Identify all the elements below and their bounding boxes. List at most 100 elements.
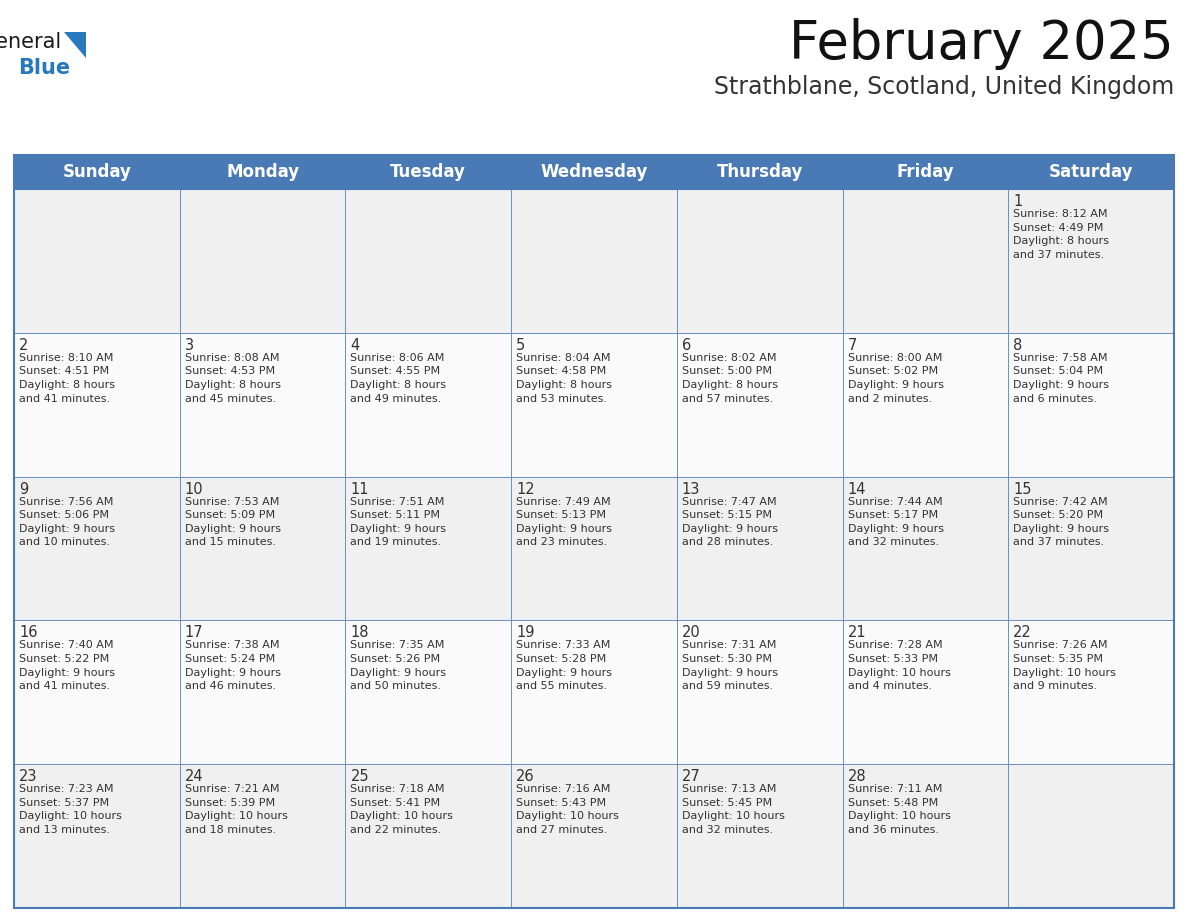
Text: 3: 3 <box>184 338 194 353</box>
Bar <box>179 621 346 764</box>
Bar <box>511 333 677 476</box>
Text: Sunrise: 7:13 AM
Sunset: 5:45 PM
Daylight: 10 hours
and 32 minutes.: Sunrise: 7:13 AM Sunset: 5:45 PM Dayligh… <box>682 784 785 835</box>
Text: Sunrise: 7:53 AM
Sunset: 5:09 PM
Daylight: 9 hours
and 15 minutes.: Sunrise: 7:53 AM Sunset: 5:09 PM Dayligh… <box>184 497 280 547</box>
Text: Sunrise: 7:38 AM
Sunset: 5:24 PM
Daylight: 9 hours
and 46 minutes.: Sunrise: 7:38 AM Sunset: 5:24 PM Dayligh… <box>184 641 280 691</box>
Bar <box>14 189 179 333</box>
Text: 5: 5 <box>516 338 525 353</box>
Bar <box>14 476 179 621</box>
Text: Sunrise: 7:21 AM
Sunset: 5:39 PM
Daylight: 10 hours
and 18 minutes.: Sunrise: 7:21 AM Sunset: 5:39 PM Dayligh… <box>184 784 287 835</box>
Text: Sunrise: 7:11 AM
Sunset: 5:48 PM
Daylight: 10 hours
and 36 minutes.: Sunrise: 7:11 AM Sunset: 5:48 PM Dayligh… <box>847 784 950 835</box>
Text: Sunrise: 7:23 AM
Sunset: 5:37 PM
Daylight: 10 hours
and 13 minutes.: Sunrise: 7:23 AM Sunset: 5:37 PM Dayligh… <box>19 784 122 835</box>
Text: 24: 24 <box>184 769 203 784</box>
Text: 15: 15 <box>1013 482 1032 497</box>
Text: Sunrise: 8:02 AM
Sunset: 5:00 PM
Daylight: 8 hours
and 57 minutes.: Sunrise: 8:02 AM Sunset: 5:00 PM Dayligh… <box>682 353 778 404</box>
Text: Sunrise: 7:28 AM
Sunset: 5:33 PM
Daylight: 10 hours
and 4 minutes.: Sunrise: 7:28 AM Sunset: 5:33 PM Dayligh… <box>847 641 950 691</box>
Bar <box>14 155 1174 908</box>
Text: 21: 21 <box>847 625 866 641</box>
Text: 13: 13 <box>682 482 700 497</box>
Text: 28: 28 <box>847 769 866 784</box>
Text: 22: 22 <box>1013 625 1032 641</box>
Text: 26: 26 <box>516 769 535 784</box>
Text: Strathblane, Scotland, United Kingdom: Strathblane, Scotland, United Kingdom <box>714 75 1174 99</box>
Bar <box>1009 333 1174 476</box>
Text: 11: 11 <box>350 482 369 497</box>
Text: Sunrise: 7:56 AM
Sunset: 5:06 PM
Daylight: 9 hours
and 10 minutes.: Sunrise: 7:56 AM Sunset: 5:06 PM Dayligh… <box>19 497 115 547</box>
Text: 27: 27 <box>682 769 701 784</box>
Text: 4: 4 <box>350 338 360 353</box>
Bar <box>842 476 1009 621</box>
Bar <box>14 155 1174 189</box>
Bar <box>842 621 1009 764</box>
Text: Sunday: Sunday <box>63 163 132 181</box>
Bar <box>511 476 677 621</box>
Bar <box>1009 189 1174 333</box>
Text: General: General <box>0 32 62 52</box>
Bar <box>842 764 1009 908</box>
Text: 20: 20 <box>682 625 701 641</box>
Text: Saturday: Saturday <box>1049 163 1133 181</box>
Text: Sunrise: 8:08 AM
Sunset: 4:53 PM
Daylight: 8 hours
and 45 minutes.: Sunrise: 8:08 AM Sunset: 4:53 PM Dayligh… <box>184 353 280 404</box>
Text: Sunrise: 8:12 AM
Sunset: 4:49 PM
Daylight: 8 hours
and 37 minutes.: Sunrise: 8:12 AM Sunset: 4:49 PM Dayligh… <box>1013 209 1110 260</box>
Text: Sunrise: 8:06 AM
Sunset: 4:55 PM
Daylight: 8 hours
and 49 minutes.: Sunrise: 8:06 AM Sunset: 4:55 PM Dayligh… <box>350 353 447 404</box>
Text: Sunrise: 8:04 AM
Sunset: 4:58 PM
Daylight: 8 hours
and 53 minutes.: Sunrise: 8:04 AM Sunset: 4:58 PM Dayligh… <box>516 353 612 404</box>
Bar <box>346 333 511 476</box>
Polygon shape <box>64 32 86 58</box>
Bar <box>677 621 842 764</box>
Bar <box>1009 476 1174 621</box>
Text: 25: 25 <box>350 769 369 784</box>
Text: 12: 12 <box>516 482 535 497</box>
Bar <box>179 476 346 621</box>
Text: Wednesday: Wednesday <box>541 163 647 181</box>
Text: 14: 14 <box>847 482 866 497</box>
Text: Monday: Monday <box>226 163 299 181</box>
Text: Sunrise: 7:16 AM
Sunset: 5:43 PM
Daylight: 10 hours
and 27 minutes.: Sunrise: 7:16 AM Sunset: 5:43 PM Dayligh… <box>516 784 619 835</box>
Text: Sunrise: 7:47 AM
Sunset: 5:15 PM
Daylight: 9 hours
and 28 minutes.: Sunrise: 7:47 AM Sunset: 5:15 PM Dayligh… <box>682 497 778 547</box>
Text: Sunrise: 7:58 AM
Sunset: 5:04 PM
Daylight: 9 hours
and 6 minutes.: Sunrise: 7:58 AM Sunset: 5:04 PM Dayligh… <box>1013 353 1110 404</box>
Text: Sunrise: 7:51 AM
Sunset: 5:11 PM
Daylight: 9 hours
and 19 minutes.: Sunrise: 7:51 AM Sunset: 5:11 PM Dayligh… <box>350 497 447 547</box>
Text: Thursday: Thursday <box>716 163 803 181</box>
Text: Sunrise: 7:40 AM
Sunset: 5:22 PM
Daylight: 9 hours
and 41 minutes.: Sunrise: 7:40 AM Sunset: 5:22 PM Dayligh… <box>19 641 115 691</box>
Bar <box>179 764 346 908</box>
Text: 7: 7 <box>847 338 857 353</box>
Text: 18: 18 <box>350 625 369 641</box>
Bar <box>179 189 346 333</box>
Text: Sunrise: 8:00 AM
Sunset: 5:02 PM
Daylight: 9 hours
and 2 minutes.: Sunrise: 8:00 AM Sunset: 5:02 PM Dayligh… <box>847 353 943 404</box>
Bar <box>511 764 677 908</box>
Bar <box>1009 621 1174 764</box>
Text: 8: 8 <box>1013 338 1023 353</box>
Text: Sunrise: 7:26 AM
Sunset: 5:35 PM
Daylight: 10 hours
and 9 minutes.: Sunrise: 7:26 AM Sunset: 5:35 PM Dayligh… <box>1013 641 1117 691</box>
Text: Sunrise: 8:10 AM
Sunset: 4:51 PM
Daylight: 8 hours
and 41 minutes.: Sunrise: 8:10 AM Sunset: 4:51 PM Dayligh… <box>19 353 115 404</box>
Bar <box>511 189 677 333</box>
Text: 23: 23 <box>19 769 38 784</box>
Text: 1: 1 <box>1013 194 1023 209</box>
Text: Sunrise: 7:31 AM
Sunset: 5:30 PM
Daylight: 9 hours
and 59 minutes.: Sunrise: 7:31 AM Sunset: 5:30 PM Dayligh… <box>682 641 778 691</box>
Bar <box>677 333 842 476</box>
Text: Sunrise: 7:49 AM
Sunset: 5:13 PM
Daylight: 9 hours
and 23 minutes.: Sunrise: 7:49 AM Sunset: 5:13 PM Dayligh… <box>516 497 612 547</box>
Text: Sunrise: 7:42 AM
Sunset: 5:20 PM
Daylight: 9 hours
and 37 minutes.: Sunrise: 7:42 AM Sunset: 5:20 PM Dayligh… <box>1013 497 1110 547</box>
Text: 16: 16 <box>19 625 38 641</box>
Text: 6: 6 <box>682 338 691 353</box>
Bar <box>346 476 511 621</box>
Bar <box>346 189 511 333</box>
Bar <box>346 621 511 764</box>
Text: Friday: Friday <box>897 163 954 181</box>
Text: Sunrise: 7:44 AM
Sunset: 5:17 PM
Daylight: 9 hours
and 32 minutes.: Sunrise: 7:44 AM Sunset: 5:17 PM Dayligh… <box>847 497 943 547</box>
Bar <box>179 333 346 476</box>
Text: Sunrise: 7:33 AM
Sunset: 5:28 PM
Daylight: 9 hours
and 55 minutes.: Sunrise: 7:33 AM Sunset: 5:28 PM Dayligh… <box>516 641 612 691</box>
Bar <box>511 621 677 764</box>
Text: Sunrise: 7:35 AM
Sunset: 5:26 PM
Daylight: 9 hours
and 50 minutes.: Sunrise: 7:35 AM Sunset: 5:26 PM Dayligh… <box>350 641 447 691</box>
Bar <box>14 621 179 764</box>
Bar <box>14 333 179 476</box>
Text: 19: 19 <box>516 625 535 641</box>
Text: 9: 9 <box>19 482 29 497</box>
Text: Tuesday: Tuesday <box>391 163 466 181</box>
Text: 17: 17 <box>184 625 203 641</box>
Bar <box>14 764 179 908</box>
Bar <box>842 333 1009 476</box>
Bar <box>677 189 842 333</box>
Text: 10: 10 <box>184 482 203 497</box>
Bar <box>1009 764 1174 908</box>
Bar <box>677 476 842 621</box>
Text: Sunrise: 7:18 AM
Sunset: 5:41 PM
Daylight: 10 hours
and 22 minutes.: Sunrise: 7:18 AM Sunset: 5:41 PM Dayligh… <box>350 784 454 835</box>
Bar <box>346 764 511 908</box>
